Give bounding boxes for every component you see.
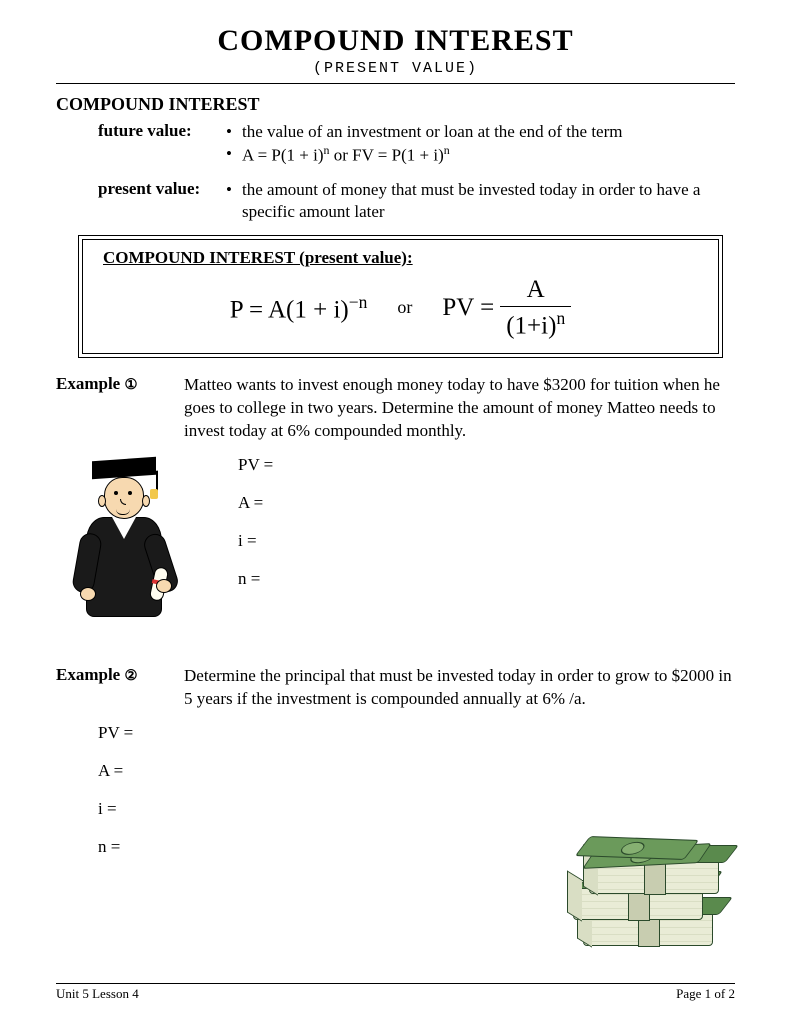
fraction-denominator: (1+i)n — [500, 306, 571, 340]
circled-1-icon: ① — [124, 377, 137, 393]
formula-box: COMPOUND INTEREST (present value): P = A… — [78, 235, 723, 358]
formula-right: PV = A (1+i)n — [442, 276, 571, 339]
present-value-body: • the amount of money that must be inves… — [226, 179, 735, 223]
formula-left: P = A(1 + i)−n — [230, 292, 368, 324]
present-bullet-1: the amount of money that must be investe… — [242, 179, 735, 223]
example-label-text: Example — [56, 374, 124, 393]
circled-2-icon: ② — [124, 668, 137, 684]
var-a: A = — [98, 761, 133, 781]
or-text: or — [397, 297, 412, 318]
example-label-text: Example — [56, 665, 124, 684]
footer-right: Page 1 of 2 — [676, 986, 735, 1002]
bullet-icon: • — [226, 121, 242, 143]
page-subtitle: (PRESENT VALUE) — [56, 60, 735, 84]
future-bullet-1: the value of an investment or loan at th… — [242, 121, 735, 143]
bullet-icon: • — [226, 143, 242, 167]
var-n: n = — [98, 837, 133, 857]
graduate-icon — [68, 455, 188, 625]
formula-box-title: COMPOUND INTEREST (present value): — [103, 248, 698, 268]
formula-text: P = A(1 + i) — [230, 296, 349, 323]
exponent: n — [556, 308, 565, 328]
fraction-numerator: A — [521, 276, 551, 306]
future-value-body: • the value of an investment or loan at … — [226, 121, 735, 167]
example-2-label: Example ② — [56, 665, 184, 711]
example-2-variables: PV = A = i = n = — [98, 723, 133, 875]
var-i: i = — [98, 799, 133, 819]
formula-lhs: PV = — [442, 294, 494, 322]
page-footer: Unit 5 Lesson 4 Page 1 of 2 — [56, 983, 735, 1002]
example-2-text: Determine the principal that must be inv… — [184, 665, 735, 711]
bullet-icon: • — [226, 179, 242, 223]
future-bullet-2: A = P(1 + i)n or FV = P(1 + i)n — [242, 143, 735, 167]
example-1: Example ① Matteo wants to invest enough … — [56, 374, 735, 625]
money-stack-icon — [561, 816, 731, 946]
var-n: n = — [238, 569, 273, 589]
future-value-label: future value: — [56, 121, 226, 167]
exponent: −n — [349, 292, 368, 312]
page-title: COMPOUND INTEREST — [56, 24, 735, 58]
example-1-variables: PV = A = i = n = — [238, 455, 273, 607]
var-i: i = — [238, 531, 273, 551]
formula-text: (1+i) — [506, 312, 556, 339]
example-1-work: PV = A = i = n = — [56, 455, 735, 625]
footer-left: Unit 5 Lesson 4 — [56, 986, 139, 1002]
example-1-label: Example ① — [56, 374, 184, 443]
formula-text: A = P(1 + i) — [242, 146, 324, 165]
section-heading: COMPOUND INTEREST — [56, 94, 735, 115]
var-pv: PV = — [238, 455, 273, 475]
formula-row: P = A(1 + i)−n or PV = A (1+i)n — [103, 276, 698, 339]
var-pv: PV = — [98, 723, 133, 743]
example-1-text: Matteo wants to invest enough money toda… — [184, 374, 735, 443]
definition-future: future value: • the value of an investme… — [56, 121, 735, 167]
var-a: A = — [238, 493, 273, 513]
present-value-label: present value: — [56, 179, 226, 223]
definitions-block: future value: • the value of an investme… — [56, 121, 735, 223]
fraction: A (1+i)n — [500, 276, 571, 339]
definition-present: present value: • the amount of money tha… — [56, 179, 735, 223]
formula-text: or FV = P(1 + i) — [329, 146, 443, 165]
exponent: n — [444, 143, 450, 157]
